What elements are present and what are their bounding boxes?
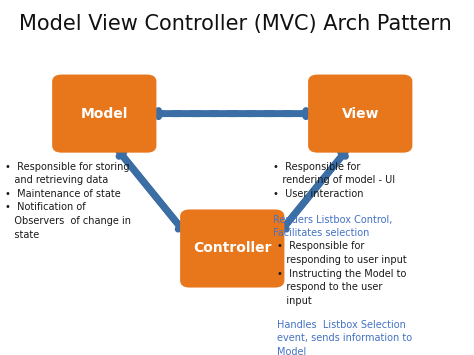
Text: View: View — [341, 106, 379, 121]
FancyBboxPatch shape — [52, 75, 156, 153]
Text: Renders Listbox Control,
Facilitates selection: Renders Listbox Control, Facilitates sel… — [273, 215, 392, 238]
FancyBboxPatch shape — [308, 75, 412, 153]
Text: •  Responsible for storing
   and retrieving data
•  Maintenance of state
•  Not: • Responsible for storing and retrieving… — [5, 162, 131, 240]
Text: Controller: Controller — [193, 241, 272, 256]
Text: •  Responsible for
   responding to user input
•  Instructing the Model to
   re: • Responsible for responding to user inp… — [277, 241, 407, 306]
Text: Handles  Listbox Selection
event, sends information to
Model: Handles Listbox Selection event, sends i… — [277, 320, 412, 355]
FancyBboxPatch shape — [180, 209, 284, 288]
Text: Model View Controller (MVC) Arch Pattern: Model View Controller (MVC) Arch Pattern — [19, 14, 452, 34]
Text: •  Responsible for
   rendering of model - UI
•  User interaction: • Responsible for rendering of model - U… — [273, 162, 395, 199]
Text: Model: Model — [81, 106, 128, 121]
